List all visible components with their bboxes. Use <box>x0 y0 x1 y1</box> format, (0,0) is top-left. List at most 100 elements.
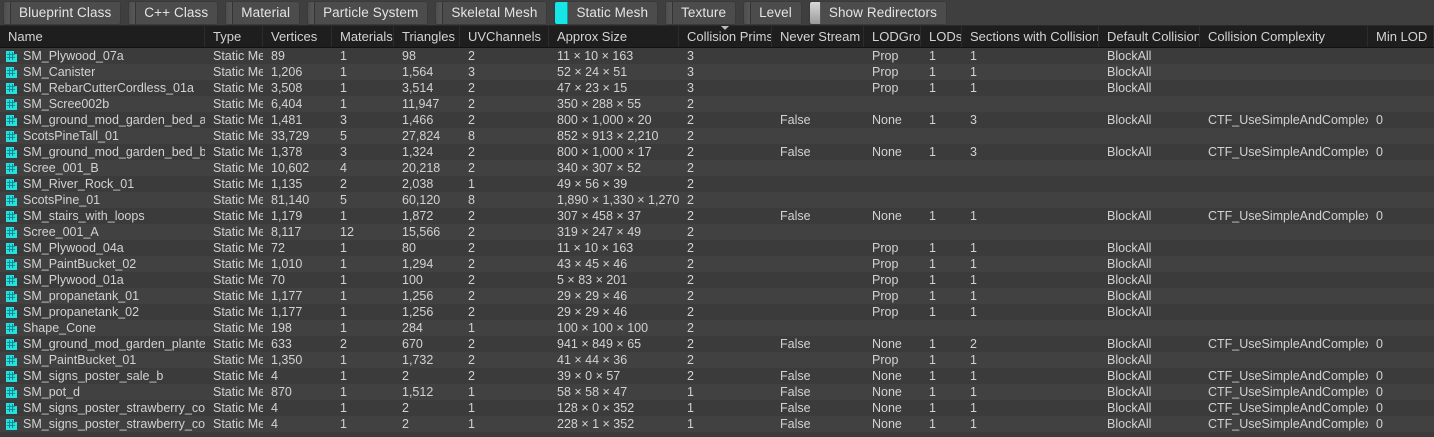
table-row[interactable]: SM_ground_mod_garden_bed_b Static Mesh 1,3… <box>0 144 1434 160</box>
table-row[interactable]: SM_River_Rock_01 Static Mesh 1,135 2 2,038 1 4… <box>0 176 1434 192</box>
filter-chip-level[interactable]: Level <box>744 1 801 24</box>
column-header-defcoll[interactable]: Default Collision <box>1099 26 1200 47</box>
asset-name-label: SM_propanetank_02 <box>23 305 140 319</box>
filter-chip-material[interactable]: Material <box>226 1 300 24</box>
column-header-materials[interactable]: Materials <box>332 26 394 47</box>
cell-minlod <box>1368 272 1434 288</box>
table-row[interactable]: SM_ground_mod_garden_planter Static Mesh 6… <box>0 336 1434 352</box>
column-header-triangles[interactable]: Triangles <box>394 26 460 47</box>
filter-chip-static-mesh[interactable]: Static Mesh <box>555 1 658 24</box>
column-header-name[interactable]: Name <box>0 26 205 47</box>
table-row[interactable]: SM_signs_poster_sale_b Static Mesh 4 1 2 2 39 … <box>0 368 1434 384</box>
cell-neverstream <box>772 432 864 437</box>
column-header-sections[interactable]: Sections with Collision <box>962 26 1099 47</box>
filter-chip-blueprint-class[interactable]: Blueprint Class <box>4 1 121 24</box>
table-row[interactable]: SM_Scree002b Static Mesh 6,404 1 11,947 2 350 … <box>0 96 1434 112</box>
asset-name-label: SM_ground_mod_garden_planter <box>23 337 205 351</box>
cell-uvchannels: 2 <box>468 289 475 303</box>
table-row[interactable]: SM_signs_poster_strawberry_cor Static Mes… <box>0 400 1434 416</box>
cell-minlod <box>1368 192 1434 208</box>
static-mesh-icon <box>6 162 17 174</box>
cell-complexity <box>1200 96 1368 112</box>
table-row[interactable]: Scree_001_B Static Mesh 10,602 4 20,218 2 340 … <box>0 160 1434 176</box>
cell-neverstream <box>772 48 864 64</box>
cell-defcoll: BlockAll <box>1107 289 1152 303</box>
cell-lodgroup <box>864 160 921 176</box>
cell-lods: 1 <box>929 145 936 159</box>
table-row[interactable]: Scree_001_A Static Mesh 8,117 12 15,566 2 319 … <box>0 224 1434 240</box>
column-header-collprims[interactable]: Collision Prims <box>679 26 772 47</box>
cell-type: Static Mesh <box>213 81 263 95</box>
table-row[interactable]: SM_PaintBucket_01 Static Mesh 1,350 1 1,732 2… <box>0 352 1434 368</box>
column-header-neverstream[interactable]: Never Stream <box>772 26 864 47</box>
table-row[interactable]: SM_propanetank_02 Static Mesh 1,177 1 1,256 2… <box>0 304 1434 320</box>
cell-complexity: CTF_UseSimpleAndComplex <box>1208 369 1368 383</box>
table-row[interactable]: SM_Plywood_07a Static Mesh 89 1 98 2 11 × 10 ×… <box>0 48 1434 64</box>
cell-type: Static Mesh <box>213 161 263 175</box>
cell-type: Static Mesh <box>213 337 263 351</box>
cell-neverstream <box>772 304 864 320</box>
cell-vertices: 70 <box>271 273 285 287</box>
column-header-lodgroup[interactable]: LODGroup <box>864 26 921 47</box>
table-row[interactable]: SM_Plywood_04a Static Mesh 72 1 80 2 11 × 10 ×… <box>0 240 1434 256</box>
filter-chip-skeletal-mesh[interactable]: Skeletal Mesh <box>436 1 547 24</box>
cell-complexity: CTF_UseSimpleAndComplex <box>1208 145 1368 159</box>
cell-neverstream: False <box>780 145 811 159</box>
cell-materials: 1 <box>340 49 347 63</box>
cell-type: Static Mesh <box>213 321 263 335</box>
table-row[interactable]: SM_ground_mod_garden_bed_a Static Mesh 1,4… <box>0 112 1434 128</box>
cell-materials: 1 <box>340 401 347 415</box>
column-header-complexity[interactable]: Collision Complexity <box>1200 26 1368 47</box>
cell-collprims <box>679 432 772 437</box>
column-header-minlod[interactable]: Min LOD <box>1368 26 1434 47</box>
column-header-uvchannels[interactable]: UVChannels <box>460 26 549 47</box>
table-row[interactable] <box>0 432 1434 437</box>
filter-chip-show-redirectors[interactable]: Show Redirectors <box>809 1 946 24</box>
cell-defcoll: BlockAll <box>1107 113 1152 127</box>
cell-lods: 1 <box>929 273 936 287</box>
cell-uvchannels: 2 <box>468 145 475 159</box>
cell-lods: 1 <box>929 353 936 367</box>
table-row[interactable]: SM_pot_d Static Mesh 870 1 1,512 1 58 × 58 × 4… <box>0 384 1434 400</box>
table-row[interactable]: Shape_Cone Static Mesh 198 1 284 1 100 × 100 ×… <box>0 320 1434 336</box>
table-row[interactable]: SM_PaintBucket_02 Static Mesh 1,010 1 1,294 2… <box>0 256 1434 272</box>
filter-chip-label: Level <box>751 1 801 24</box>
cell-uvchannels: 2 <box>468 273 475 287</box>
cell-collprims: 2 <box>687 305 694 319</box>
cell-type: Static Mesh <box>213 225 263 239</box>
cell-vertices: 33,729 <box>271 129 310 143</box>
filter-state-indicator-icon <box>555 1 569 24</box>
column-header-label: Never Stream <box>780 29 861 44</box>
filter-chip-c-class[interactable]: C++ Class <box>129 1 218 24</box>
table-row[interactable]: ScotsPine_01 Static Mesh 81,140 5 60,120 8 1,8… <box>0 192 1434 208</box>
cell-lods: 1 <box>929 49 936 63</box>
cell-lods <box>921 160 962 176</box>
table-row[interactable]: SM_RebarCutterCordless_01a Static Mesh 3,5… <box>0 80 1434 96</box>
column-header-vertices[interactable]: Vertices <box>263 26 332 47</box>
cell-defcoll <box>1099 176 1200 192</box>
cell-approxsize: 340 × 307 × 52 <box>557 161 642 175</box>
table-row[interactable]: SM_stairs_with_loops Static Mesh 1,179 1 1,8… <box>0 208 1434 224</box>
column-header-type[interactable]: Type <box>205 26 263 47</box>
cell-defcoll: BlockAll <box>1107 337 1152 351</box>
filter-chip-particle-system[interactable]: Particle System <box>308 1 428 24</box>
table-row[interactable]: SM_Plywood_01a Static Mesh 70 1 100 2 5 × 83 ×… <box>0 272 1434 288</box>
table-row[interactable]: SM_Canister Static Mesh 1,206 1 1,564 3 52 × 2… <box>0 64 1434 80</box>
column-header-lods[interactable]: LODs <box>921 26 962 47</box>
table-row[interactable]: SM_signs_poster_strawberry_cor Static Mes… <box>0 416 1434 432</box>
cell-materials: 1 <box>340 353 347 367</box>
column-header-approxsize[interactable]: Approx Size <box>549 26 679 47</box>
cell-lods: 1 <box>929 241 936 255</box>
table-row[interactable]: ScotsPineTall_01 Static Mesh 33,729 5 27,824… <box>0 128 1434 144</box>
column-header-label: Sections with Collision <box>970 29 1099 44</box>
cell-lods: 1 <box>929 257 936 271</box>
filter-chip-texture[interactable]: Texture <box>666 1 736 24</box>
cell-complexity <box>1200 176 1368 192</box>
cell-neverstream <box>772 96 864 112</box>
cell-uvchannels: 1 <box>468 177 475 191</box>
table-row[interactable]: SM_propanetank_01 Static Mesh 1,177 1 1,256 2… <box>0 288 1434 304</box>
cell-approxsize: 39 × 0 × 57 <box>557 369 621 383</box>
cell-collprims: 2 <box>687 129 694 143</box>
cell-lodgroup: Prop <box>872 49 899 63</box>
